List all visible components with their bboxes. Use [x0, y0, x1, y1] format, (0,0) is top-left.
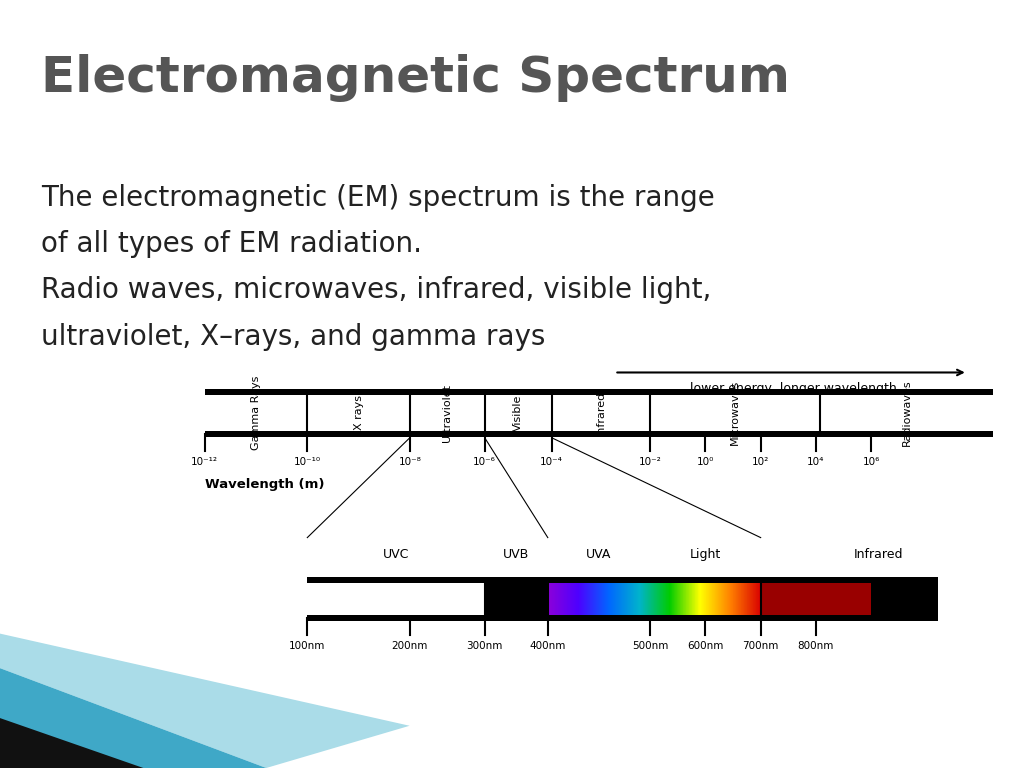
Bar	[484, 580, 548, 618]
Text: 10⁻⁸: 10⁻⁸	[398, 457, 421, 467]
Text: Gamma Rays: Gamma Rays	[251, 376, 261, 450]
Text: 200nm: 200nm	[391, 641, 428, 651]
Text: Ultraviolet: Ultraviolet	[442, 384, 453, 442]
Text: 10⁴: 10⁴	[807, 457, 824, 467]
Text: ultraviolet, X–rays, and gamma rays: ultraviolet, X–rays, and gamma rays	[41, 323, 546, 350]
Text: Radiowaves: Radiowaves	[901, 379, 911, 446]
Text: Visible: Visible	[513, 395, 523, 431]
Text: Wavelength (m): Wavelength (m)	[205, 478, 325, 491]
Text: Infrared: Infrared	[596, 391, 606, 435]
Text: 700nm: 700nm	[742, 641, 779, 651]
Bar	[205, 431, 993, 437]
Text: 500nm: 500nm	[632, 641, 669, 651]
Bar	[871, 580, 938, 618]
Text: 10⁻¹⁰: 10⁻¹⁰	[294, 457, 321, 467]
Polygon shape	[0, 668, 266, 768]
Text: UVA: UVA	[587, 548, 611, 561]
Polygon shape	[0, 718, 143, 768]
Text: 10⁻¹²: 10⁻¹²	[191, 457, 218, 467]
Bar	[205, 389, 993, 395]
Text: Light: Light	[690, 548, 721, 561]
Bar	[761, 580, 871, 618]
Text: 100nm: 100nm	[289, 641, 326, 651]
Bar	[307, 580, 484, 618]
Text: UVB: UVB	[503, 548, 529, 561]
Bar	[307, 615, 938, 621]
Text: lower energy, longer wavelength: lower energy, longer wavelength	[690, 382, 897, 396]
Text: Microwaves: Microwaves	[730, 380, 740, 445]
Text: 10⁻²: 10⁻²	[639, 457, 662, 467]
Text: 800nm: 800nm	[798, 641, 835, 651]
Polygon shape	[0, 634, 410, 768]
Bar	[307, 577, 938, 583]
Text: 10⁶: 10⁶	[862, 457, 880, 467]
Text: UVC: UVC	[383, 548, 410, 561]
Text: Radio waves, microwaves, infrared, visible light,: Radio waves, microwaves, infrared, visib…	[41, 276, 712, 304]
Text: X rays: X rays	[353, 396, 364, 430]
Text: Infrared: Infrared	[854, 548, 904, 561]
Text: 300nm: 300nm	[467, 641, 503, 651]
Text: 10²: 10²	[752, 457, 769, 467]
Text: 10⁻⁶: 10⁻⁶	[473, 457, 497, 467]
Text: The electromagnetic (EM) spectrum is the range: The electromagnetic (EM) spectrum is the…	[41, 184, 715, 212]
Text: 10⁻⁴: 10⁻⁴	[541, 457, 563, 467]
Text: 400nm: 400nm	[529, 641, 566, 651]
Text: 10⁰: 10⁰	[696, 457, 714, 467]
Text: Electromagnetic Spectrum: Electromagnetic Spectrum	[41, 54, 790, 102]
Text: of all types of EM radiation.: of all types of EM radiation.	[41, 230, 422, 258]
Text: 600nm: 600nm	[687, 641, 724, 651]
